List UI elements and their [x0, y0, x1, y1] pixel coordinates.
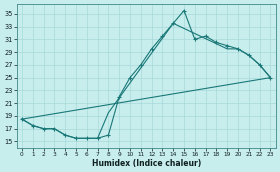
X-axis label: Humidex (Indice chaleur): Humidex (Indice chaleur)	[92, 159, 201, 168]
